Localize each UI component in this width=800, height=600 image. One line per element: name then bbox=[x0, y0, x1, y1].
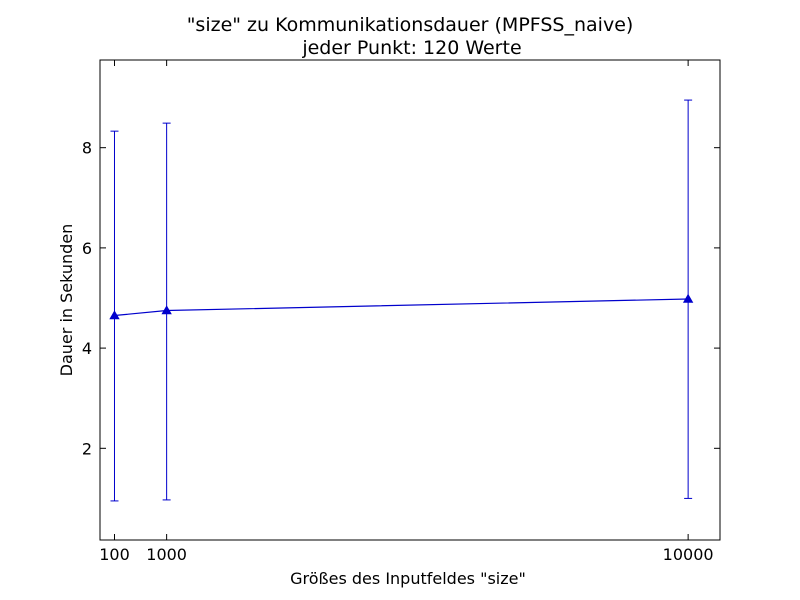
x-tick-label: 100 bbox=[99, 545, 130, 564]
x-axis-label: Größes des Inputfeldes "size" bbox=[290, 569, 526, 588]
chart-title: "size" zu Kommunikationsdauer (MPFSS_nai… bbox=[187, 14, 634, 36]
y-tick-label: 8 bbox=[82, 139, 92, 158]
series-layer bbox=[109, 99, 694, 502]
y-tick-label: 2 bbox=[82, 439, 92, 458]
x-tick-label: 1000 bbox=[146, 545, 187, 564]
y-tick-label: 4 bbox=[82, 339, 92, 358]
data-point bbox=[109, 310, 120, 320]
y-axis: 2 4 6 8 bbox=[82, 139, 720, 458]
data-point bbox=[682, 293, 694, 303]
x-axis: 100 1000 10000 bbox=[99, 60, 714, 564]
y-tick-label: 6 bbox=[82, 239, 92, 258]
data-point bbox=[161, 305, 172, 315]
chart-subtitle: jeder Punkt: 120 Werte bbox=[301, 37, 521, 59]
y-axis-label: Dauer in Sekunden bbox=[57, 224, 76, 377]
x-tick-label: 10000 bbox=[663, 545, 714, 564]
